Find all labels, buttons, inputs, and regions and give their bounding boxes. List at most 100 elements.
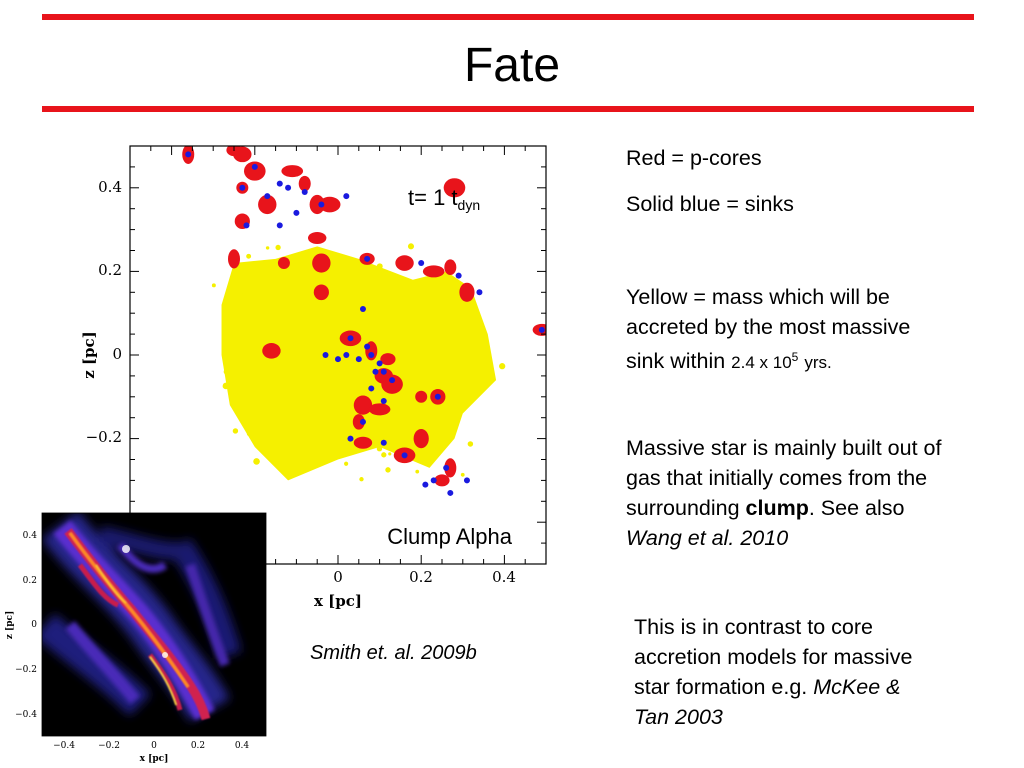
sink-point [368,385,375,392]
core-markers [182,146,546,487]
accreted-mass-speck [336,453,340,457]
accreted-mass-speck [454,308,459,312]
accreted-mass-speck [298,359,306,366]
accreted-mass-speck [265,246,270,250]
sink-point [372,368,379,375]
accreted-mass-speck [299,328,305,334]
accreted-mass-speck [298,416,305,424]
p-core-point [353,395,373,415]
accreted-mass-speck [298,403,304,409]
accreted-mass-speck [457,363,464,370]
heatmap-frame [41,512,267,737]
accreted-mass-speck [415,361,421,367]
inset-y-tick-label: 0 [31,620,37,630]
sink-point [335,356,341,363]
accreted-mass-speck [349,268,354,273]
accreted-mass-speck [415,469,420,474]
accreted-mass-speck [482,373,489,380]
y-tick-label: 0.2 [98,261,122,279]
title-rule-bottom [42,106,974,112]
accreted-mass-speck [334,401,339,405]
accreted-mass-speck [306,333,313,340]
accreted-mass-speck [377,315,384,322]
accreted-mass-speck [331,261,336,266]
accreted-mass-speck [300,273,306,279]
accreted-mass-speck [234,397,240,402]
sink-point [422,481,429,488]
heatmap-hotspot [122,545,130,553]
massive-note-line: Massive star is mainly built out of [626,436,942,460]
p-core-point [413,429,429,449]
accreted-mass-speck [342,304,347,309]
accreted-mass-speck [414,311,419,315]
accreted-mass-speck [391,403,397,409]
accreted-mass-speck [321,440,327,446]
y-axis-title: z [pc] [80,331,98,379]
accreted-mass-speck [314,412,320,418]
accreted-mass-speck [376,433,384,441]
plot-frame [129,145,547,565]
massive-note-line: surrounding clump. See also [626,496,905,520]
accreted-mass-speck [358,381,366,388]
accreted-mass-speck [456,403,460,407]
accreted-mass-speck [321,358,329,365]
accreted-mass-speck [223,368,230,375]
accreted-mass-speck [262,358,268,364]
accreted-mass-speck [241,404,248,411]
accreted-mass-speck [373,327,377,331]
sink-point [318,201,325,208]
sink-point [343,352,350,358]
accreted-mass-speck [351,384,358,391]
accreted-mass-speck [253,458,260,465]
accreted-mass-speck [256,286,262,292]
p-core-point [352,414,365,430]
accreted-mass-speck [366,267,371,272]
y-tick-label: −0.2 [86,428,122,446]
accreted-mass-speck [236,367,242,372]
legend-yellow-line: accreted by the most massive [626,315,911,339]
time-annotation: t= 1 tdyn [408,185,480,213]
accreted-mass-speck [431,412,435,416]
accreted-mass-speck [376,263,383,270]
accreted-mass-speck [425,403,431,410]
accreted-mass-speck [392,412,396,417]
accreted-mass-speck [301,463,308,470]
accreted-mass-speck [425,304,430,310]
contrast-note-line: star formation e.g. McKee & [634,675,901,699]
p-core-point [233,146,252,163]
accreted-mass-speck [359,477,364,482]
p-core-point [313,284,329,301]
sink-point [359,306,366,313]
sink-point [463,477,470,484]
inset-y-tick-label: 0.4 [23,531,38,541]
accreted-mass-speck [278,439,284,445]
sink-point [364,343,371,350]
legend-red: Red = p-cores [626,146,762,170]
p-core-point [434,474,450,487]
accreted-mass-speck [245,343,250,348]
inset-x-tick-label: −0.4 [53,741,75,751]
sink-point [376,360,383,367]
accreted-mass-speck [389,424,395,430]
accreted-mass-speck [467,441,474,447]
accreted-mass-speck [274,395,280,401]
legend-yellow: Yellow = mass which will be accreted by … [626,282,910,378]
sink-point [359,418,366,425]
p-core-point [368,403,391,416]
p-core-point [228,249,240,269]
accreted-mass-speck [433,417,440,424]
sink-point [293,209,300,216]
p-core-point [298,175,311,192]
p-core-point [422,265,445,278]
accreted-mass-speck [246,431,252,436]
accreted-mass-speck [357,271,362,276]
inset-x-tick-label: 0.2 [191,741,205,751]
mckee-citation: Tan 2003 [634,705,723,729]
accreted-mass-speck [258,294,265,301]
sink-point [476,289,483,296]
x-tick-label: 0.4 [492,568,516,586]
contrast-note-line: This is in contrast to core [634,615,873,639]
accreted-mass-speck [244,280,251,287]
sink-point [347,335,354,342]
accreted-mass-speck [336,391,341,397]
